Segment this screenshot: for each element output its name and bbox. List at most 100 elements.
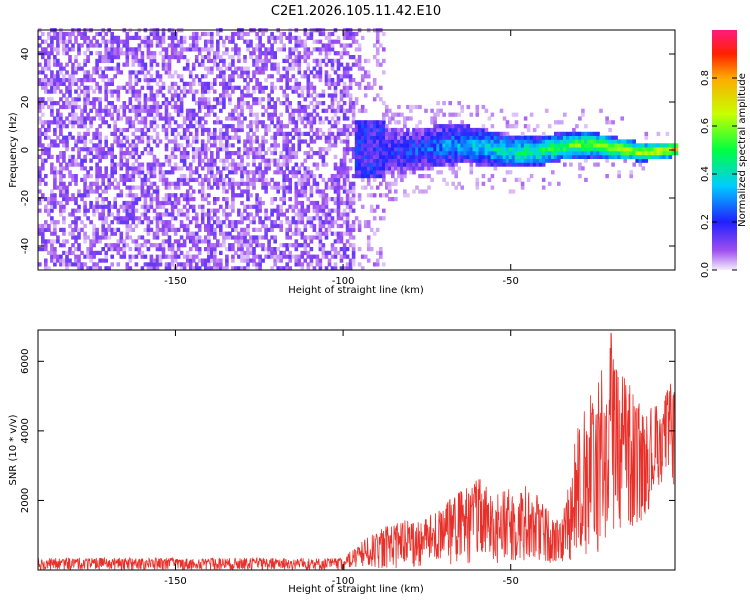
spectrogram-cell [116, 250, 121, 255]
spectrogram-cell [197, 116, 202, 121]
spectrogram-cell [270, 135, 274, 140]
spectrogram-cell [665, 151, 670, 156]
spectrogram-cell [306, 112, 311, 117]
spectrogram-cell [372, 174, 377, 179]
spectrogram-cell [581, 135, 585, 140]
spectrogram-cell [237, 124, 241, 129]
spectrogram-cell [327, 127, 332, 133]
spectrogram-cell [309, 81, 314, 86]
spectrogram-cell [143, 108, 148, 113]
spectrogram-cell [62, 231, 66, 236]
spectrogram-cell [324, 212, 329, 217]
spectrogram-cell [225, 147, 229, 152]
spectrogram-cell [191, 39, 196, 44]
spectrogram-cell [207, 227, 211, 232]
spectrogram-cell [143, 189, 148, 194]
spectrogram-cell [176, 143, 181, 148]
spectrogram-cell [225, 143, 229, 148]
spectrogram-cell [484, 108, 489, 113]
spectrogram-cell [315, 254, 320, 259]
spectrogram-cell [321, 231, 326, 236]
spectrogram-cell [255, 170, 259, 175]
spectrogram-cell [321, 89, 326, 94]
spectrogram-cell [403, 174, 407, 179]
spectrogram-cell [460, 154, 464, 159]
spectrogram-cell [246, 47, 250, 52]
spectrogram-cell [391, 112, 395, 117]
spectrogram-cell [41, 101, 45, 106]
spectrogram-cell [155, 231, 160, 236]
spectrogram-cell [104, 139, 108, 144]
spectrogram-cell [415, 154, 419, 159]
spectrogram-cell [282, 170, 286, 175]
spectrogram-cell [194, 177, 199, 182]
spectrogram-cell [303, 116, 308, 121]
spectrogram-cell [119, 143, 124, 148]
spectrogram-cell [143, 239, 148, 244]
spectrogram-cell [59, 139, 63, 144]
spectrogram-cell [282, 193, 286, 198]
spectrogram-cell [146, 247, 151, 252]
spectrogram-cell [644, 147, 649, 152]
spectrogram-cell [152, 120, 157, 125]
spectrogram-cell [194, 35, 199, 40]
spectrogram-cell [41, 193, 45, 198]
spectrogram-cell [47, 31, 51, 37]
spectrogram-cell [38, 197, 42, 202]
snr-series-line [37, 333, 676, 571]
spectrogram-cell [167, 200, 172, 206]
spectrogram-cell [442, 112, 446, 117]
spectrogram-cell [285, 104, 289, 110]
spectrogram-cell [125, 127, 130, 133]
spectrogram-cell [83, 51, 87, 56]
spectrogram-cell [38, 166, 42, 171]
spectrogram-cell [297, 147, 302, 152]
spectrogram-cell [131, 35, 136, 40]
spectrogram-cell [499, 131, 504, 136]
spectrogram-cell [285, 235, 289, 240]
spectrogram-cell [41, 131, 45, 136]
spectrogram-cell [309, 262, 314, 267]
spectrogram-cell [95, 166, 99, 171]
colorbar-label: Normalized spectral amplitude [737, 73, 748, 227]
spectrogram-cell [508, 124, 513, 129]
spectrogram-cell [357, 85, 362, 90]
spectrogram-cell [297, 58, 302, 63]
spectrogram-cell [430, 131, 434, 136]
spectrogram-cell [445, 135, 449, 140]
spectrogram-cell [110, 247, 114, 252]
spectrogram-cell [170, 200, 175, 206]
spectrogram-cell [255, 197, 259, 202]
spectrogram-cell [59, 131, 63, 136]
spectrogram-cell [68, 223, 72, 229]
spectrogram-cell [496, 151, 501, 156]
spectrogram-cell [246, 31, 250, 37]
spectrogram-cell [508, 158, 513, 163]
spectrogram-cell [487, 154, 492, 159]
spectrogram-cell [252, 174, 256, 179]
spectrogram-cell [493, 139, 498, 144]
spectrogram-cell [234, 43, 238, 48]
spectrogram-cell [83, 143, 87, 148]
spectrogram-cell [315, 258, 320, 263]
spectrogram-cell [128, 247, 133, 252]
spectrogram-cell [149, 74, 154, 79]
spectrogram-cell [161, 231, 166, 236]
spectrogram-cell [98, 101, 102, 106]
spectrogram-cell [409, 154, 413, 159]
spectrogram-cell [424, 127, 428, 133]
spectrogram-cell [167, 243, 172, 248]
spectrogram-cell [77, 235, 81, 240]
spectrogram-cell [363, 108, 368, 113]
spectrogram-cell [554, 120, 558, 125]
spectrogram-cell [158, 74, 163, 79]
spectrogram-cell [140, 116, 145, 121]
spectrogram-cell [125, 174, 130, 179]
spectrogram-cell [243, 250, 247, 255]
spectrogram-cell [593, 162, 597, 167]
spectrogram-cell [176, 208, 181, 213]
spectrogram-cell [110, 31, 114, 37]
spectrogram-cell [270, 85, 274, 90]
spectrogram-cell [306, 204, 311, 209]
spectrogram-cell [143, 216, 148, 221]
